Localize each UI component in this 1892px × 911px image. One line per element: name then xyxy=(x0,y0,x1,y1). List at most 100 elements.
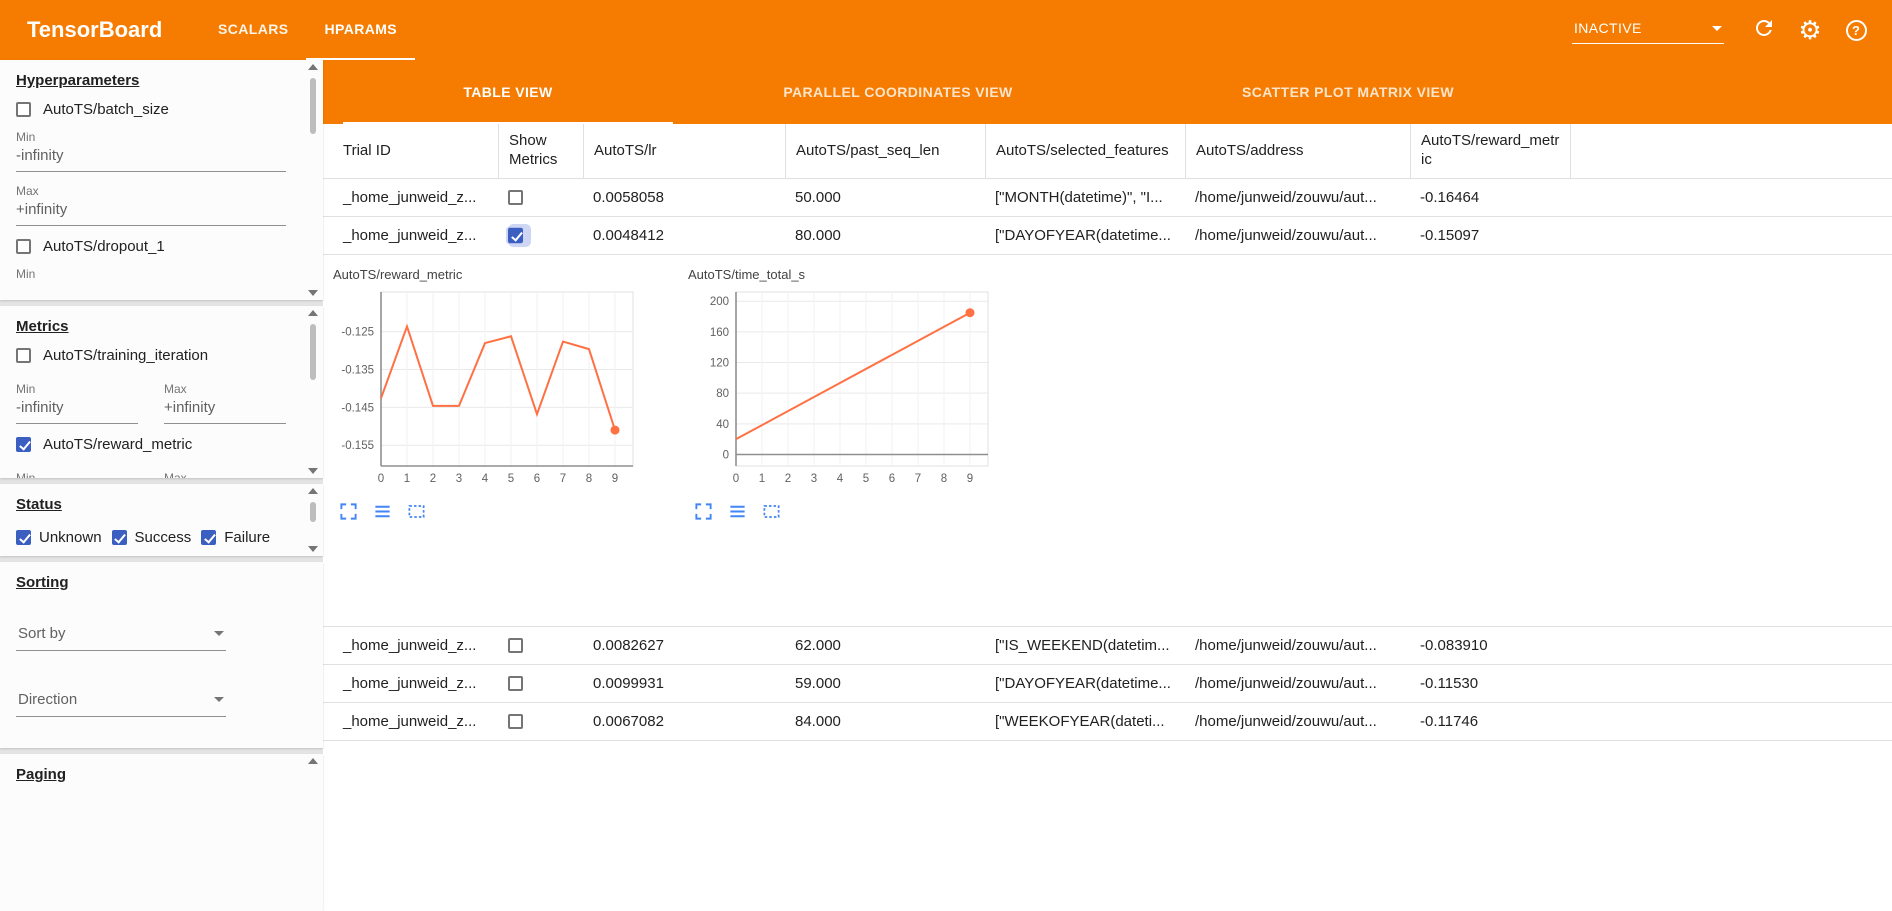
show-metrics-checkbox[interactable] xyxy=(508,714,523,729)
lr-cell: 0.0067082 xyxy=(593,713,664,730)
settings-button[interactable]: ⚙ xyxy=(1790,10,1830,50)
address-cell: /home/junweid/zouwu/aut... xyxy=(1195,189,1377,206)
scroll-up-icon[interactable] xyxy=(308,488,318,494)
reward-metric-cell: -0.11530 xyxy=(1420,675,1479,692)
sort-by-dropdown[interactable]: Sort by xyxy=(16,621,226,651)
max-input[interactable]: +infinity xyxy=(16,198,286,226)
scrollbar-thumb[interactable] xyxy=(310,324,316,380)
metric-label: AutoTS/reward_metric xyxy=(43,436,193,453)
top-bar: TensorBoard SCALARS HPARAMS INACTIVE ⚙ ? xyxy=(0,0,1892,60)
svg-text:0: 0 xyxy=(733,473,739,485)
tab-hparams[interactable]: HPARAMS xyxy=(306,0,416,60)
reward-metric-checkbox[interactable] xyxy=(16,437,31,452)
lr-cell: 0.0099931 xyxy=(593,675,664,692)
min-input[interactable]: -infinity xyxy=(16,144,286,172)
chevron-down-icon xyxy=(214,631,224,636)
show-metrics-checkbox[interactable] xyxy=(508,190,523,205)
svg-text:2: 2 xyxy=(430,473,436,485)
svg-text:8: 8 xyxy=(586,473,592,485)
sidebar: Hyperparameters AutoTS/batch_size Min -i… xyxy=(0,60,323,911)
tab-parallel-coordinates-view[interactable]: PARALLEL COORDINATES VIEW xyxy=(783,84,1013,100)
paging-scrollbar xyxy=(307,758,319,907)
time-total-line-chart[interactable]: 0 40 80 120 160 200 0 1 2 3 4 5 6 7 8 9 xyxy=(688,284,1033,490)
scroll-down-icon[interactable] xyxy=(308,546,318,552)
success-checkbox[interactable] xyxy=(111,530,127,545)
table-row: _home_junweid_z... 0.0058058 50.000 ["MO… xyxy=(323,179,1892,217)
status-unknown: Unknown xyxy=(16,529,102,546)
lines-view-icon[interactable] xyxy=(728,502,747,521)
svg-text:-0.145: -0.145 xyxy=(341,402,374,414)
reward-metric-line-chart[interactable]: -0.155 -0.145 -0.135 -0.125 0 1 2 3 4 5 6 7 8 9 xyxy=(333,284,678,490)
table-row: _home_junweid_z... 0.0067082 84.000 ["WE… xyxy=(323,703,1892,741)
chart-time-total-s: AutoTS/time_total_s 0 40 80 120 160 200 0 1 2 3 4 5… xyxy=(688,267,1033,521)
svg-text:160: 160 xyxy=(710,327,729,339)
status-label: Failure xyxy=(224,529,271,546)
scrollbar-thumb[interactable] xyxy=(310,502,316,522)
selection-box-icon[interactable] xyxy=(762,502,781,521)
past-seq-len-cell: 50.000 xyxy=(795,189,841,206)
run-status-dropdown[interactable]: INACTIVE xyxy=(1572,16,1724,44)
top-bar-actions: INACTIVE ⚙ ? xyxy=(1572,0,1892,60)
max-label: Max xyxy=(164,471,187,478)
col-selected-features: AutoTS/selected_features xyxy=(985,124,1185,178)
status-panel: Status Unknown Success Failure Running xyxy=(0,484,323,556)
max-input[interactable]: +infinity xyxy=(164,396,286,424)
lr-cell: 0.0082627 xyxy=(593,637,664,654)
scroll-up-icon[interactable] xyxy=(308,64,318,70)
trials-table: Trial ID Show Metrics AutoTS/lr AutoTS/p… xyxy=(323,124,1892,741)
min-input[interactable]: -infinity xyxy=(16,396,138,424)
scroll-down-icon[interactable] xyxy=(308,468,318,474)
paging-title: Paging xyxy=(16,766,67,783)
trial-id-cell: _home_junweid_z... xyxy=(343,227,477,244)
reward-metric-cell: -0.11746 xyxy=(1420,713,1479,730)
param-label: AutoTS/dropout_1 xyxy=(43,238,165,255)
tab-scatter-plot-matrix-view[interactable]: SCATTER PLOT MATRIX VIEW xyxy=(1241,84,1455,100)
failure-checkbox[interactable] xyxy=(201,530,217,545)
chevron-down-icon xyxy=(214,697,224,702)
show-metrics-checkbox[interactable] xyxy=(508,676,523,691)
scrollbar-thumb[interactable] xyxy=(310,78,316,134)
svg-text:3: 3 xyxy=(456,473,462,485)
show-metrics-checkbox[interactable] xyxy=(508,228,523,243)
scroll-up-icon[interactable] xyxy=(308,758,318,764)
unknown-checkbox[interactable] xyxy=(16,530,31,545)
svg-text:-0.135: -0.135 xyxy=(341,365,374,377)
param-label: AutoTS/batch_size xyxy=(43,101,169,118)
trial-id-cell: _home_junweid_z... xyxy=(343,189,477,206)
gear-icon: ⚙ xyxy=(1798,15,1822,45)
svg-text:9: 9 xyxy=(612,473,618,485)
refresh-button[interactable] xyxy=(1744,10,1784,50)
dropout-checkbox[interactable] xyxy=(16,239,31,254)
expand-chart-icon[interactable] xyxy=(339,502,358,521)
direction-dropdown[interactable]: Direction xyxy=(16,687,226,717)
svg-text:1: 1 xyxy=(759,473,765,485)
lines-view-icon[interactable] xyxy=(373,502,392,521)
scroll-up-icon[interactable] xyxy=(308,310,318,316)
svg-text:3: 3 xyxy=(811,473,817,485)
min-label: Min xyxy=(16,267,36,281)
status-checkboxes: Unknown Success Failure Running xyxy=(16,521,297,556)
min-label: Min xyxy=(16,382,36,396)
sort-by-value: Sort by xyxy=(18,625,66,642)
svg-text:-0.155: -0.155 xyxy=(341,440,374,452)
scroll-down-icon[interactable] xyxy=(308,290,318,296)
metric-training-iteration: AutoTS/training_iteration xyxy=(16,347,297,364)
sorting-title: Sorting xyxy=(16,574,69,591)
metric-label: AutoTS/training_iteration xyxy=(43,347,209,364)
selection-box-icon[interactable] xyxy=(407,502,426,521)
table-row: _home_junweid_z... 0.0082627 62.000 ["IS… xyxy=(323,627,1892,665)
expand-chart-icon[interactable] xyxy=(694,502,713,521)
address-cell: /home/junweid/zouwu/aut... xyxy=(1195,713,1377,730)
tab-table-view[interactable]: TABLE VIEW xyxy=(333,60,683,124)
tab-scalars[interactable]: SCALARS xyxy=(218,21,289,37)
reward-metric-cell: -0.083910 xyxy=(1420,637,1488,654)
batch-size-checkbox[interactable] xyxy=(16,102,31,117)
min-label: Min xyxy=(16,130,36,144)
show-metrics-checkbox[interactable] xyxy=(508,638,523,653)
metric-charts-section: AutoTS/reward_metric -0.155 -0.145 -0.135-… xyxy=(323,255,1892,627)
status-title: Status xyxy=(16,496,62,513)
help-button[interactable]: ? xyxy=(1836,10,1876,50)
paging-panel: Paging xyxy=(0,754,323,911)
training-iteration-checkbox[interactable] xyxy=(16,348,31,363)
address-cell: /home/junweid/zouwu/aut... xyxy=(1195,227,1377,244)
